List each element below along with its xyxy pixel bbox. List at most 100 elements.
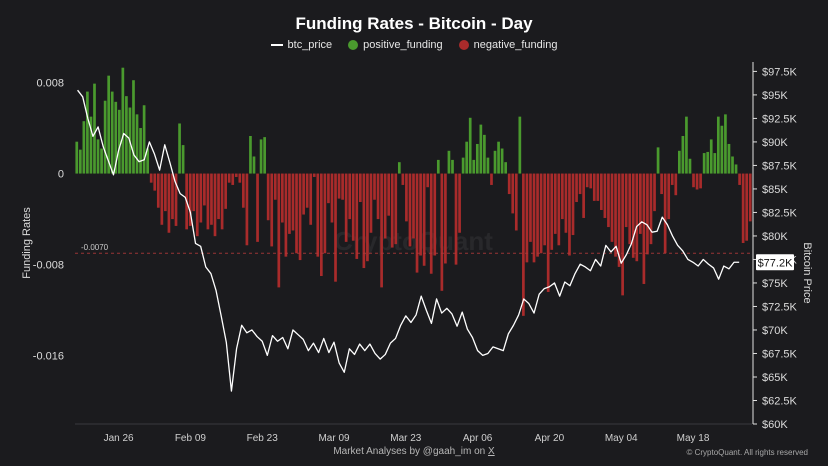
right-tick-label: $60K — [762, 419, 788, 431]
negative-funding-bar — [546, 173, 550, 292]
negative-funding-bar — [653, 173, 656, 212]
positive-funding-bar — [259, 139, 263, 174]
x-tick-label: Mar 23 — [390, 433, 422, 444]
negative-funding-bar — [695, 173, 699, 190]
negative-funding-bar — [277, 173, 281, 288]
positive-funding-bar — [465, 141, 469, 174]
negative-funding-bar — [231, 173, 235, 185]
negative-funding-bar — [366, 173, 369, 262]
negative-funding-bar — [458, 173, 461, 233]
negative-funding-bar — [575, 173, 578, 203]
positive-funding-bar — [75, 141, 79, 174]
positive-funding-bar — [731, 156, 734, 174]
positive-funding-bar — [100, 148, 103, 174]
positive-funding-bar — [461, 157, 465, 174]
right-tick-label: $80K — [762, 231, 788, 243]
positive-funding-bar — [121, 67, 125, 174]
negative-funding-bar — [589, 173, 593, 189]
footer-x-link[interactable]: X — [488, 446, 495, 457]
negative-funding-bar — [614, 173, 617, 257]
x-tick-label: Mar 09 — [318, 433, 350, 444]
negative-funding-bar — [596, 173, 600, 201]
negative-funding-bar — [539, 173, 543, 254]
negative-funding-bar — [160, 173, 164, 225]
legend-item-btc-price[interactable]: btc_price — [270, 39, 333, 51]
negative-funding-bar — [298, 173, 302, 261]
negative-funding-bar — [281, 173, 284, 223]
legend-label-negative-funding: negative_funding — [473, 39, 558, 51]
right-tick-label: $72.5K — [762, 301, 798, 313]
positive-funding-bar — [249, 135, 252, 174]
negative-funding-bar — [171, 173, 174, 220]
negative-funding-bar — [621, 173, 624, 296]
negative-funding-bar — [699, 173, 702, 189]
negative-funding-bar — [553, 173, 557, 234]
negative-funding-bar — [607, 173, 610, 228]
negative-funding-bar — [174, 173, 178, 226]
negative-funding-bar — [224, 173, 227, 209]
positive-funding-bar — [486, 157, 490, 174]
positive-funding-bar — [93, 83, 96, 174]
positive-funding-bar — [86, 91, 89, 174]
positive-funding-bar — [709, 139, 713, 174]
positive-funding-bar — [468, 117, 472, 174]
x-tick-label: Apr 06 — [463, 433, 493, 444]
negative-funding-bar — [387, 173, 391, 216]
negative-funding-bar — [603, 173, 607, 218]
positive-funding-bar — [472, 159, 476, 174]
negative-funding-bar — [674, 173, 678, 196]
negative-funding-bar — [245, 173, 249, 246]
positive-funding-bar — [479, 124, 483, 174]
negative-funding-bar — [242, 173, 245, 208]
negative-funding-bar — [270, 173, 274, 247]
right-tick-label: $62.5K — [762, 395, 798, 407]
negative-funding-bar — [206, 173, 210, 230]
negative-funding-bar — [167, 173, 171, 233]
negative-funding-bar — [624, 173, 628, 228]
positive-funding-bar — [114, 101, 118, 174]
positive-funding-bar — [734, 164, 738, 174]
last-price-badge — [756, 254, 794, 271]
negative-funding-bar — [667, 173, 671, 220]
negative-funding-bar — [302, 173, 305, 215]
negative-funding-bar — [412, 173, 415, 239]
positive-funding-bar — [702, 153, 706, 174]
positive-funding-bar — [677, 150, 681, 174]
negative-funding-bar — [234, 173, 238, 177]
negative-funding-bar — [344, 173, 348, 242]
positive-funding-bar — [724, 114, 727, 174]
x-tick-label: Jan 26 — [104, 433, 134, 444]
left-axis-label: Funding Rates — [21, 207, 33, 279]
legend-label-btc-price: btc_price — [287, 39, 333, 51]
negative-funding-bar — [454, 173, 458, 265]
footer-prefix: Market Analyses by @gaah_im on — [333, 446, 488, 457]
positive-funding-bar — [727, 143, 731, 174]
negative-funding-bar — [639, 173, 642, 234]
negative-funding-bar — [348, 173, 352, 220]
left-tick-label: 0.008 — [36, 77, 64, 89]
positive-funding-bar — [117, 109, 121, 174]
negative-funding-bar — [369, 173, 373, 233]
negative-funding-bar — [213, 173, 217, 237]
negative-funding-bar — [408, 173, 412, 247]
positive-funding-bar — [681, 135, 685, 174]
legend-item-negative-funding[interactable]: negative_funding — [458, 39, 558, 51]
positive-funding-bar — [78, 149, 82, 174]
negative-funding-bar — [429, 173, 433, 274]
negative-funding-bar — [256, 173, 259, 242]
x-tick-label: Feb 09 — [175, 433, 207, 444]
right-axis-label: Bitcoin Price — [801, 242, 813, 303]
negative-funding-bar — [745, 173, 749, 241]
negative-funding-bar — [592, 173, 596, 201]
positive-funding-bar — [706, 151, 710, 174]
negative-funding-bar — [327, 173, 330, 204]
x-tick-label: May 18 — [677, 433, 710, 444]
legend-item-positive-funding[interactable]: positive_funding — [348, 39, 443, 51]
positive-funding-bar — [518, 116, 522, 174]
negative-funding-bar — [401, 173, 405, 185]
negative-funding-bar — [550, 173, 554, 250]
negative-funding-bar — [323, 173, 327, 254]
left-tick-label: -0.008 — [33, 260, 64, 272]
negative-funding-bar — [646, 173, 649, 255]
